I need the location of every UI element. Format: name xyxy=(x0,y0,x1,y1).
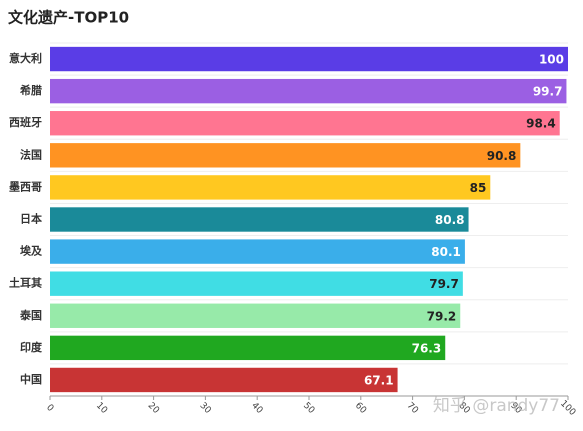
value-label: 80.1 xyxy=(431,245,461,259)
x-tick-label: 60 xyxy=(353,401,368,416)
value-label: 99.7 xyxy=(533,85,563,99)
y-tick-label: 中国 xyxy=(20,372,42,386)
bar xyxy=(50,143,521,168)
y-tick-label: 西班牙 xyxy=(9,115,42,129)
value-label: 85 xyxy=(470,181,487,195)
y-tick-label: 埃及 xyxy=(20,244,43,258)
y-tick-label: 土耳其 xyxy=(9,276,42,290)
bar xyxy=(50,239,465,264)
bar xyxy=(50,78,567,104)
x-tick-label: 20 xyxy=(146,401,161,416)
y-tick-label: 法国 xyxy=(20,147,42,161)
x-tick-label: 100 xyxy=(558,399,577,418)
y-tick-label: 墨西哥 xyxy=(9,180,42,193)
bar xyxy=(50,271,463,296)
x-tick-label: 50 xyxy=(301,401,316,416)
bar xyxy=(50,303,461,328)
bar xyxy=(50,111,560,136)
x-tick-label: 10 xyxy=(94,401,109,416)
value-label: 76.3 xyxy=(412,341,442,355)
value-label: 79.2 xyxy=(427,309,457,323)
x-tick-label: 70 xyxy=(405,401,420,416)
y-tick-label: 意大利 xyxy=(9,51,42,65)
y-tick-label: 希腊 xyxy=(19,83,42,97)
y-tick-label: 印度 xyxy=(20,340,43,354)
bar xyxy=(50,335,446,361)
watermark: 知乎 @randy77 xyxy=(433,396,560,416)
y-tick-label: 泰国 xyxy=(19,308,42,322)
value-label: 80.8 xyxy=(435,213,465,227)
bar xyxy=(50,175,491,200)
x-tick-label: 0 xyxy=(44,403,55,414)
value-label: 98.4 xyxy=(526,117,556,131)
value-label: 67.1 xyxy=(364,373,394,387)
bar xyxy=(50,46,568,72)
x-tick-label: 30 xyxy=(197,401,212,416)
value-label: 79.7 xyxy=(429,277,459,291)
bar xyxy=(50,207,469,232)
value-label: 90.8 xyxy=(487,149,517,163)
bar xyxy=(50,367,398,393)
chart-title: 文化遗产-TOP10 xyxy=(8,9,129,27)
x-tick-label: 40 xyxy=(249,401,264,416)
y-tick-label: 日本 xyxy=(20,212,42,226)
value-label: 100 xyxy=(539,53,564,67)
